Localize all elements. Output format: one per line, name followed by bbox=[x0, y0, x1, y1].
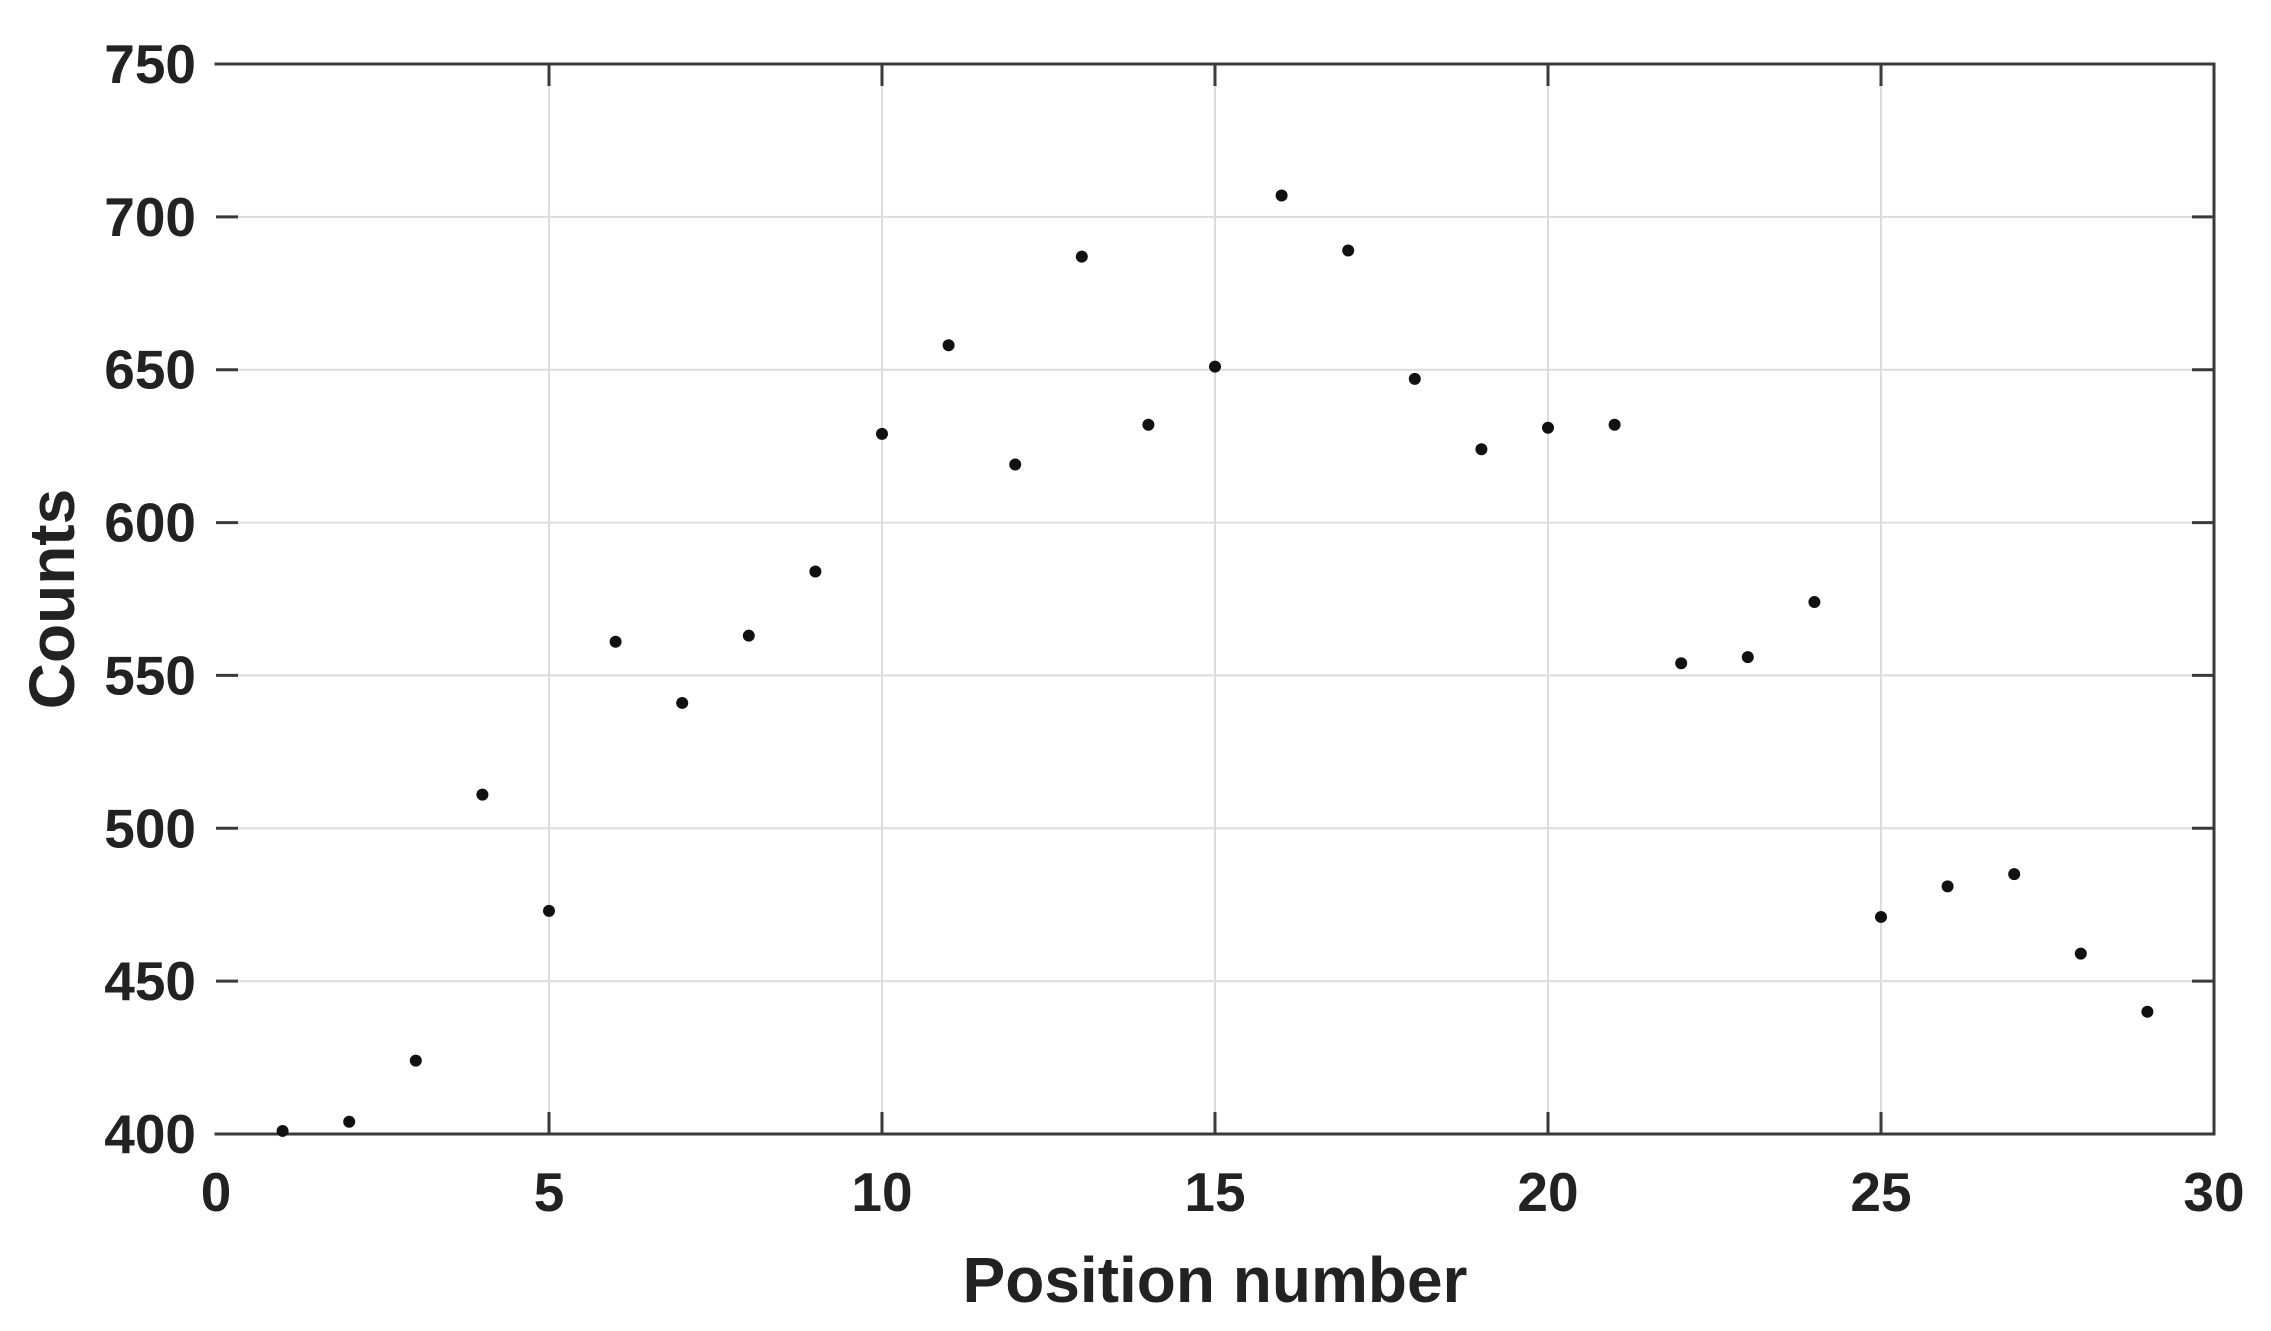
data-point bbox=[2141, 1005, 2154, 1018]
data-point bbox=[1741, 651, 1754, 664]
data-point bbox=[1475, 443, 1488, 456]
data-point bbox=[1608, 418, 1621, 431]
y-tick-label: 650 bbox=[104, 339, 196, 401]
data-point bbox=[276, 1124, 289, 1137]
data-point bbox=[1275, 189, 1288, 202]
y-tick-label: 450 bbox=[104, 950, 196, 1012]
data-point bbox=[876, 427, 888, 440]
data-point bbox=[2008, 868, 2021, 881]
data-point bbox=[343, 1115, 356, 1128]
axis-tick-marks bbox=[216, 64, 2214, 1134]
data-point bbox=[1542, 421, 1554, 434]
x-tick-label: 25 bbox=[1850, 1161, 1911, 1223]
x-tick-label: 30 bbox=[2183, 1161, 2244, 1223]
x-tick-label: 0 bbox=[201, 1161, 232, 1223]
x-tick-label: 15 bbox=[1184, 1161, 1245, 1223]
x-tick-label: 5 bbox=[534, 1161, 565, 1223]
data-point bbox=[2074, 947, 2087, 960]
data-point bbox=[1808, 596, 1821, 609]
data-point bbox=[809, 565, 822, 578]
y-tick-label: 400 bbox=[104, 1103, 196, 1165]
data-point bbox=[942, 339, 955, 352]
x-axis-title: Position number bbox=[963, 1244, 1468, 1316]
y-tick-label: 750 bbox=[104, 33, 196, 95]
data-point bbox=[409, 1054, 422, 1067]
data-point bbox=[1675, 657, 1688, 670]
data-point bbox=[1142, 418, 1155, 431]
data-point bbox=[476, 788, 489, 801]
data-point bbox=[1875, 910, 1887, 923]
data-point bbox=[609, 635, 622, 648]
y-tick-labels: 400 450 500 550 600 650 700 750 bbox=[104, 33, 196, 1165]
data-point bbox=[1941, 880, 1954, 893]
data-point bbox=[1408, 372, 1421, 385]
data-point bbox=[676, 696, 689, 709]
x-tick-labels: 0 5 10 15 20 25 30 bbox=[201, 1161, 2245, 1223]
data-point bbox=[1342, 244, 1355, 257]
y-tick-label: 550 bbox=[104, 644, 196, 706]
data-point bbox=[1009, 458, 1022, 471]
y-tick-label: 600 bbox=[104, 492, 196, 554]
x-tick-label: 10 bbox=[851, 1161, 912, 1223]
y-tick-label: 500 bbox=[104, 797, 196, 859]
data-point bbox=[1075, 250, 1088, 263]
y-axis-title: Counts bbox=[16, 489, 88, 709]
data-point bbox=[1209, 360, 1221, 373]
data-points bbox=[276, 189, 2154, 1137]
x-tick-label: 20 bbox=[1517, 1161, 1578, 1223]
data-point bbox=[742, 629, 755, 642]
data-point bbox=[543, 904, 555, 917]
y-tick-label: 700 bbox=[104, 186, 196, 248]
gridlines bbox=[216, 64, 2214, 1134]
